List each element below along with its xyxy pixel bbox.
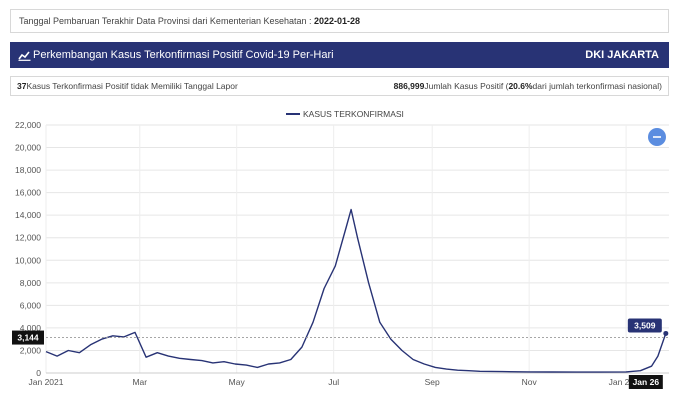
y-tick-label: 2,000 [20,345,42,355]
tooltip-date: Jan 26 [633,377,660,387]
y-tick-label: 0 [36,368,41,378]
last-update-label: Tanggal Pembaruan Terakhir Data Provinsi… [19,16,315,26]
zoom-out-button[interactable] [648,128,666,146]
chart-legend[interactable]: KASUS TERKONFIRMASI [286,109,404,119]
cases-line-chart[interactable]: KASUS TERKONFIRMASI 0 2,000 4,000 6,000 8,00… [0,100,681,400]
y-tick-label: 10,000 [15,255,41,265]
tooltip-value: 3,509 [634,320,656,330]
line-chart-icon [18,51,31,61]
no-date-count: 37 [17,81,27,91]
series-line [45,208,667,373]
x-tick-label: May [229,377,246,387]
y-tick-label: 8,000 [20,278,42,288]
y-tick-label: 12,000 [15,233,41,243]
y-axis: 0 2,000 4,000 6,000 8,000 10,000 12,000 14,000 1… [15,120,41,378]
y-tick-label: 14,000 [15,210,41,220]
stats-bar: 37Kasus Terkonfirmasi Positif tidak Memi… [10,76,669,96]
total-count: 886,999 [393,81,425,91]
chart-title: Perkembangan Kasus Terkonfirmasi Positif… [33,49,334,61]
tooltip-date-flag [628,375,663,389]
chart-title-group: Perkembangan Kasus Terkonfirmasi Positif… [18,42,334,68]
chart-overlay: 3,144 3,509 Jan 26 [12,318,669,389]
total-text: Jumlah Kasus Positif ( [424,81,509,91]
no-date-text: Kasus Terkonfirmasi Positif tidak Memili… [26,81,238,91]
no-date-stat: 37Kasus Terkonfirmasi Positif tidak Memi… [17,77,238,95]
last-update-box: Tanggal Pembaruan Terakhir Data Provinsi… [10,9,669,33]
x-axis: Jan 2021 Mar May Jul Sep Nov Jan 2022 [29,372,669,387]
y-tick-label: 18,000 [15,165,41,175]
series-group [45,208,667,373]
x-tick-label: Sep [425,377,440,387]
y-tick-label: 22,000 [15,120,41,130]
tooltip-box [627,318,662,333]
last-update-date: 2022-01-28 [314,16,361,26]
total-suffix: dari jumlah terkonfirmasi nasional) [532,81,662,91]
x-tick-label: Jan 2022 [609,377,644,387]
hover-point [663,330,669,336]
y-tick-label: 16,000 [15,188,41,198]
x-tick-label: Mar [132,377,147,387]
y-tick-label: 20,000 [15,143,41,153]
chart-grid [45,124,669,374]
crosshair-y-flag [12,330,44,345]
crosshair-y-label: 3,144 [17,333,39,343]
y-tick-label: 6,000 [20,300,42,310]
total-stat: 886,999Jumlah Kasus Positif (20.6%dari j… [394,77,662,95]
legend-label: KASUS TERKONFIRMASI [303,109,404,119]
x-tick-label: Nov [522,377,538,387]
total-percent: 20.6% [508,81,533,91]
chart-header: Perkembangan Kasus Terkonfirmasi Positif… [10,42,669,68]
y-tick-label: 4,000 [20,323,42,333]
region-label: DKI JAKARTA [585,49,659,61]
x-tick-label: Jul [328,377,339,387]
x-tick-label: Jan 2021 [29,377,64,387]
